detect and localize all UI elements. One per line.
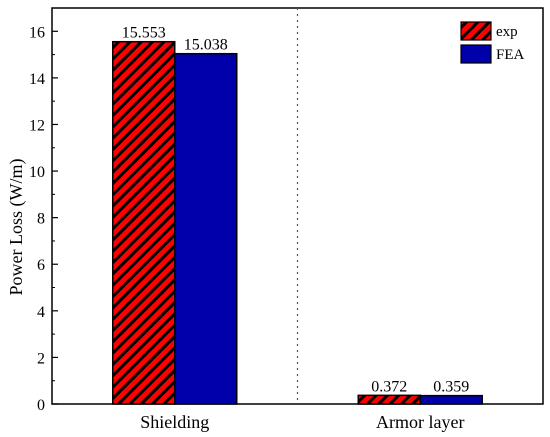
x-tick-label: Shielding bbox=[140, 412, 209, 432]
y-tick-label: 4 bbox=[37, 304, 45, 321]
plot-area bbox=[51, 7, 544, 405]
y-tick-label: 14 bbox=[29, 71, 45, 88]
legend-swatch-FEA bbox=[460, 44, 492, 64]
bar-exp bbox=[112, 40, 176, 405]
bar-exp bbox=[357, 394, 421, 405]
y-axis: 0 2 4 6 8 10 12 14 16 bbox=[29, 24, 58, 414]
legend-label: FEA bbox=[496, 47, 525, 63]
bar-FEA bbox=[174, 52, 238, 405]
bar-FEA bbox=[419, 394, 483, 405]
x-tick-label: Armor layer bbox=[376, 412, 464, 432]
data-label: 15.038 bbox=[184, 37, 228, 54]
y-tick-label: 12 bbox=[29, 117, 45, 134]
y-tick-label: 0 bbox=[37, 397, 45, 414]
y-tick-label: 10 bbox=[29, 164, 45, 181]
legend: exp FEA bbox=[460, 21, 525, 64]
data-label: 0.372 bbox=[371, 378, 407, 395]
data-label: 0.359 bbox=[433, 379, 469, 396]
y-tick-label: 8 bbox=[37, 211, 45, 228]
legend-label: exp bbox=[496, 24, 518, 40]
legend-swatch-exp bbox=[460, 21, 492, 41]
data-label: 15.553 bbox=[122, 25, 166, 42]
y-tick-label: 2 bbox=[37, 350, 45, 367]
y-tick-label: 16 bbox=[29, 24, 45, 41]
y-axis-label: Power Loss (W/m) bbox=[6, 159, 27, 296]
bars bbox=[112, 40, 483, 405]
y-tick-label: 6 bbox=[37, 257, 45, 274]
data-labels: 15.553 15.038 0.372 0.359 bbox=[122, 25, 470, 396]
